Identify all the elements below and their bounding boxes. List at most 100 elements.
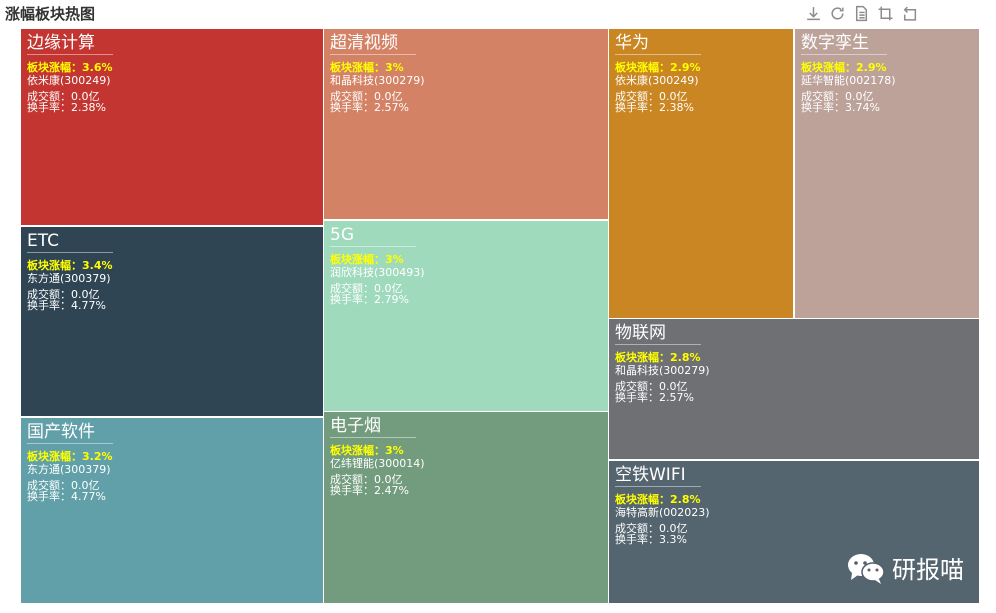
amount-value: 0.0亿 [71, 90, 100, 103]
turnover-value: 2.47% [374, 484, 409, 497]
treemap-tile[interactable]: ETC 板块涨幅：3.4% 东方通(300379) 成交额：0.0亿 换手率：4.77% [21, 227, 323, 416]
tile-name: 物联网 [615, 322, 701, 345]
rise-label: 板块涨幅： [615, 61, 670, 74]
tile-stock: 亿纬锂能(300014) [330, 457, 425, 470]
tile-name: 国产软件 [27, 421, 113, 444]
tile-rise: 板块涨幅：3% [330, 253, 602, 266]
treemap-tile[interactable]: 空铁WIFI 板块涨幅：2.8% 海特高新(002023) 成交额：0.0亿 换手率：3… [609, 461, 979, 603]
rise-label: 板块涨幅： [615, 493, 670, 506]
treemap-tile[interactable]: 华为 板块涨幅：2.9% 依米康(300249) 成交额：0.0亿 换手率：2.38% [609, 29, 793, 318]
rise-value: 3.2% [82, 450, 113, 463]
amount-value: 0.0亿 [374, 282, 403, 295]
refresh-icon[interactable] [827, 3, 847, 23]
rise-value: 2.9% [856, 61, 887, 74]
tile-rise: 板块涨幅：2.8% [615, 493, 973, 506]
watermark: 研报喵 [846, 550, 964, 585]
tile-rise: 板块涨幅：3% [330, 444, 602, 457]
treemap-tile[interactable]: 边缘计算 板块涨幅：3.6% 依米康(300249) 成交额：0.0亿 换手率：2.38… [21, 29, 323, 225]
rise-label: 板块涨幅： [27, 61, 82, 74]
tile-name: 电子烟 [330, 415, 416, 438]
turnover-label: 换手率： [27, 101, 71, 114]
tile-turnover: 换手率：2.57% [330, 102, 602, 113]
data-view-icon[interactable] [851, 3, 871, 23]
tile-amount: 成交额：0.0亿 [330, 283, 602, 294]
rise-value: 2.8% [670, 493, 701, 506]
amount-label: 成交额： [615, 380, 659, 393]
treemap-tile[interactable]: 国产软件板块涨幅：3.2% 东方通(300379) 成交额：0.0亿 换手率：4.77… [21, 418, 323, 603]
restore-icon[interactable] [899, 3, 919, 23]
amount-value: 0.0亿 [374, 90, 403, 103]
turnover-value: 4.77% [71, 299, 106, 312]
amount-label: 成交额： [615, 90, 659, 103]
tile-name: 5G [330, 224, 416, 247]
tile-name: 数字孪生 [801, 32, 887, 55]
turnover-value: 2.38% [71, 101, 106, 114]
tile-amount: 成交额：0.0亿 [330, 91, 602, 102]
tile-amount: 成交额：0.0亿 [615, 523, 973, 534]
tile-rise: 板块涨幅：3.6% [27, 61, 317, 74]
tile-name: 空铁WIFI [615, 464, 701, 487]
tile-turnover: 换手率：2.38% [27, 102, 317, 113]
amount-value: 0.0亿 [71, 288, 100, 301]
rise-value: 2.8% [670, 351, 701, 364]
rise-label: 板块涨幅： [330, 253, 385, 266]
tile-name: ETC [27, 230, 113, 253]
download-icon[interactable] [803, 3, 823, 23]
tile-amount: 成交额：0.0亿 [27, 289, 317, 300]
tile-stock: 润欣科技(300493) [330, 266, 425, 279]
turnover-label: 换手率： [27, 490, 71, 503]
turnover-label: 换手率： [615, 101, 659, 114]
tile-rise: 板块涨幅：3.2% [27, 450, 317, 463]
amount-value: 0.0亿 [659, 522, 688, 535]
treemap-tile[interactable]: 5G 板块涨幅：3% 润欣科技(300493) 成交额：0.0亿 换手率：2.79% [324, 221, 608, 411]
tile-name: 超清视频 [330, 32, 416, 55]
turnover-label: 换手率： [801, 101, 845, 114]
rise-value: 2.9% [670, 61, 701, 74]
amount-label: 成交额： [330, 90, 374, 103]
tile-rise: 板块涨幅：2.9% [615, 61, 787, 74]
tile-turnover: 换手率：2.79% [330, 294, 602, 305]
rise-label: 板块涨幅： [27, 450, 82, 463]
rise-value: 3.4% [82, 259, 113, 272]
tile-turnover: 换手率：3.3% [615, 534, 973, 545]
tile-stock: 东方通(300379) [27, 272, 111, 285]
turnover-value: 4.77% [71, 490, 106, 503]
turnover-label: 换手率： [330, 293, 374, 306]
rise-value: 3% [385, 253, 404, 266]
watermark-text: 研报喵 [892, 556, 964, 584]
zoom-icon[interactable] [875, 3, 895, 23]
amount-value: 0.0亿 [374, 473, 403, 486]
tile-amount: 成交额：0.0亿 [27, 480, 317, 491]
tile-amount: 成交额：0.0亿 [801, 91, 973, 102]
turnover-label: 换手率： [615, 533, 659, 546]
amount-label: 成交额： [27, 90, 71, 103]
tile-stock: 和晶科技(300279) [330, 74, 425, 87]
tile-turnover: 换手率：2.38% [615, 102, 787, 113]
turnover-label: 换手率： [27, 299, 71, 312]
tile-amount: 成交额：0.0亿 [615, 91, 787, 102]
treemap-tile[interactable]: 电子烟板块涨幅：3% 亿纬锂能(300014) 成交额：0.0亿 换手率：2.47% [324, 412, 608, 603]
tile-turnover: 换手率：2.57% [615, 392, 973, 403]
wechat-icon [848, 553, 885, 584]
rise-value: 3% [385, 61, 404, 74]
treemap-tile[interactable]: 物联网 板块涨幅：2.8% 和晶科技(300279) 成交额：0.0亿 换手率：2.57… [609, 319, 979, 459]
tile-stock: 延华智能(002178) [801, 74, 896, 87]
tile-amount: 成交额：0.0亿 [330, 474, 602, 485]
amount-value: 0.0亿 [845, 90, 874, 103]
amount-label: 成交额： [801, 90, 845, 103]
tile-amount: 成交额：0.0亿 [615, 381, 973, 392]
treemap-tile[interactable]: 数字孪生 板块涨幅：2.9% 延华智能(002178) 成交额：0.0亿 换手率：3.7… [795, 29, 979, 318]
turnover-label: 换手率： [330, 101, 374, 114]
chart-toolbar [803, 3, 919, 23]
turnover-label: 换手率： [330, 484, 374, 497]
turnover-value: 2.79% [374, 293, 409, 306]
tile-rise: 板块涨幅：3% [330, 61, 602, 74]
tile-stock: 依米康(300249) [27, 74, 111, 87]
treemap-tile[interactable]: 超清视频板块涨幅：3% 和晶科技(300279) 成交额：0.0亿 换手率：2.57% [324, 29, 608, 219]
rise-value: 3.6% [82, 61, 113, 74]
amount-label: 成交额： [330, 282, 374, 295]
rise-label: 板块涨幅： [330, 61, 385, 74]
tile-stock: 东方通(300379) [27, 463, 111, 476]
tile-stock: 海特高新(002023) [615, 506, 710, 519]
amount-label: 成交额： [615, 522, 659, 535]
